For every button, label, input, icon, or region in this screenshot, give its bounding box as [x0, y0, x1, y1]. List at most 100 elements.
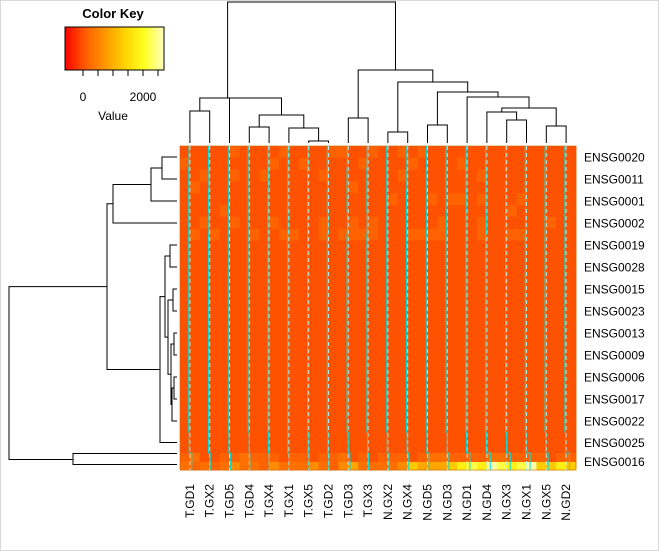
heatmap-cell — [506, 264, 517, 277]
heatmap-cell — [368, 264, 379, 277]
heatmap-cell — [288, 417, 300, 430]
heatmap-cell — [249, 405, 260, 418]
heatmap-cell — [199, 287, 211, 300]
heatmap-cell — [239, 169, 250, 182]
heatmap-cell — [516, 417, 527, 430]
heatmap-cell — [308, 216, 319, 230]
heatmap-cell — [417, 228, 428, 241]
heatmap-cell — [437, 453, 448, 463]
heatmap-cell — [417, 157, 428, 171]
heatmap-cell — [249, 299, 260, 312]
heatmap-cell — [249, 453, 260, 463]
heatmap-cell — [358, 393, 369, 407]
column-dendrogram-branch — [427, 124, 448, 143]
heatmap-cell — [407, 346, 418, 359]
heatmap-cell — [279, 393, 290, 407]
heatmap-cell — [318, 462, 329, 471]
heatmap-cell — [239, 382, 250, 395]
heatmap-cell — [516, 429, 527, 442]
heatmap-cell — [457, 157, 468, 171]
heatmap-cell — [269, 393, 280, 407]
heatmap-cell — [180, 252, 191, 265]
heatmap-cell — [199, 382, 211, 395]
heatmap-cell — [397, 228, 409, 241]
heatmap-cell — [536, 441, 547, 454]
heatmap-cell — [526, 311, 537, 324]
heatmap-cell — [397, 323, 409, 336]
heatmap-cell — [199, 240, 211, 253]
heatmap-cell — [358, 169, 369, 182]
heatmap-cell — [180, 334, 191, 348]
heatmap-cell — [199, 453, 211, 463]
heatmap-cell — [279, 205, 290, 218]
heatmap-cell — [467, 146, 478, 159]
row-labels: ENSG0020 ENSG0011 ENSG0001 ENSG0002 ENSG0019… — [584, 151, 645, 470]
heatmap-cell — [397, 287, 409, 300]
heatmap-cell — [358, 405, 369, 418]
heatmap-cell — [298, 358, 310, 371]
heatmap-cell — [387, 323, 399, 336]
color-key-swatch — [111, 27, 114, 70]
heatmap-cell — [298, 205, 310, 218]
heatmap-cell — [239, 429, 250, 442]
heatmap-cell — [556, 393, 567, 407]
heatmap-cell — [288, 240, 300, 253]
color-key-swatch — [150, 27, 153, 70]
heatmap-cell — [318, 370, 329, 383]
heatmap-cell — [427, 393, 438, 407]
heatmap-cell — [427, 264, 438, 277]
heatmap-cell — [259, 429, 270, 442]
heatmap-cell — [437, 382, 448, 395]
heatmap-cell — [486, 346, 498, 359]
column-label: T.GD2 — [322, 484, 336, 518]
heatmap-cell — [526, 216, 537, 230]
heatmap-cell — [566, 323, 577, 336]
heatmap-cell — [288, 441, 300, 454]
heatmap-cell — [259, 405, 270, 418]
heatmap-cell — [467, 157, 478, 171]
heatmap-cell — [209, 370, 220, 383]
heatmap-cell — [477, 393, 488, 407]
color-key-swatch — [135, 27, 138, 70]
heatmap-cell — [189, 157, 201, 171]
row-label: ENSG0011 — [584, 173, 644, 187]
heatmap-cell — [486, 334, 498, 348]
heatmap-cell — [180, 370, 191, 383]
heatmap-cell — [199, 370, 211, 383]
heatmap-cell — [536, 205, 547, 218]
heatmap-cell — [467, 252, 478, 265]
heatmap-cell — [180, 287, 191, 300]
heatmap-cell — [288, 228, 300, 241]
heatmap-cell — [546, 393, 557, 407]
heatmap-cell — [180, 358, 191, 371]
heatmap-cell — [328, 382, 339, 395]
heatmap-cell — [279, 169, 290, 182]
heatmap-cell — [417, 382, 428, 395]
heatmap-cell — [288, 382, 300, 395]
heatmap-cell — [368, 169, 379, 182]
heatmap-cell — [318, 323, 329, 336]
heatmap-cell — [308, 417, 319, 430]
heatmap-cell — [407, 311, 418, 324]
heatmap-cell — [328, 275, 339, 289]
heatmap-outline — [179, 145, 577, 471]
heatmap-cell — [259, 299, 270, 312]
color-key-swatch — [125, 27, 127, 70]
heatmap-cell — [407, 252, 418, 265]
heatmap-cell — [180, 228, 191, 241]
heatmap-cell — [259, 169, 270, 182]
color-key-swatch — [144, 27, 147, 70]
heatmap-cell — [387, 205, 399, 218]
heatmap-cell — [308, 393, 319, 407]
heatmap-cell — [378, 287, 389, 300]
heatmap-cell — [447, 429, 458, 442]
heatmap-cell — [526, 441, 537, 454]
heatmap-cell — [358, 264, 369, 277]
heatmap-cell — [566, 275, 577, 289]
heatmap-cell — [536, 393, 547, 407]
heatmap-cell — [407, 405, 418, 418]
heatmap-cell — [378, 275, 389, 289]
heatmap-cell — [556, 228, 567, 241]
color-key-swatch — [105, 27, 108, 70]
heatmap-cell — [180, 193, 191, 206]
